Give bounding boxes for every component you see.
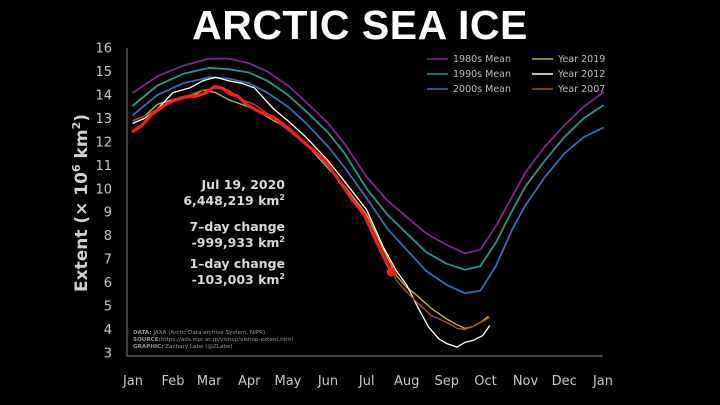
credit-data: DATA: JAXA (Arctic Data archive System, … [133, 330, 265, 336]
annotation-extent: 6,448,219 km2 [183, 193, 285, 208]
y-tick-label: 15 [95, 65, 112, 80]
annotation-7day-sup: 2 [279, 235, 285, 244]
x-tick-label: Feb [162, 374, 185, 389]
series-line-year-2019 [132, 89, 489, 330]
credit-source-label: SOURCE: [133, 337, 161, 343]
y-tick-label: 16 [95, 42, 112, 57]
annotation-1day-sup: 2 [279, 272, 285, 281]
annotation-1day: -103,003 km2 [192, 272, 285, 287]
legend-label-1990s-mean: 1990s Mean [453, 69, 511, 80]
x-tick-label: Nov [513, 374, 539, 389]
x-tick-label: Sep [435, 374, 460, 389]
y-tick-label: 14 [95, 88, 112, 103]
x-tick-label: Jan [122, 374, 143, 389]
y-axis-label-text: Extent (× 10 [72, 172, 92, 292]
y-axis-label: Extent (× 106 km2) [70, 114, 92, 292]
legend-label-year-2012: Year 2012 [557, 69, 605, 80]
annotation-7day-value: -999,933 km [192, 235, 280, 250]
x-tick-label: Oct [474, 374, 496, 389]
y-axis-label-close: ) [72, 114, 92, 122]
annotation-1day-value: -103,003 km [192, 272, 280, 287]
x-tick-label: Dec [552, 374, 577, 389]
x-tick-label: Apr [238, 374, 261, 389]
series-line-year-2007 [132, 87, 491, 331]
current-value-marker [386, 267, 396, 277]
axes [126, 48, 603, 357]
x-tick-labels: Jan Feb Mar Apr May Jun Jul Aug Sep Oct Nov Dec Jan [122, 374, 613, 389]
y-axis-label-sup2: 2 [70, 122, 83, 130]
y-tick-label: 11 [95, 159, 112, 174]
x-tick-label: Jul [358, 374, 375, 389]
x-tick-label: Jan [592, 374, 613, 389]
y-tick-label: 9 [104, 206, 112, 221]
credit-data-label: DATA: [133, 330, 152, 336]
annotation-date: Jul 19, 2020 [201, 177, 286, 192]
credit-graphic-text: Zachary Labe (@ZLabe) [165, 344, 232, 350]
y-tick-label: 3 [104, 347, 112, 362]
y-tick-label: 5 [104, 300, 112, 315]
annotation: Jul 19, 2020 6,448,219 km2 7–day change … [183, 177, 285, 287]
annotation-extent-value: 6,448,219 km [183, 193, 279, 208]
y-tick-labels: 3 4 5 6 7 8 9 10 11 12 13 14 15 16 [95, 42, 112, 362]
credit-source: SOURCE:https://ads.nipr.ac.jp/vishop/vis… [133, 337, 293, 343]
y-axis-label-sup: 6 [70, 164, 83, 172]
legend-label-2000s-mean: 2000s Mean [453, 84, 511, 95]
y-tick-label: 13 [95, 112, 112, 127]
legend: 1980s Mean Year 2019 1990s Mean Year 2012 20… [427, 54, 605, 95]
annotation-7day: -999,933 km2 [192, 235, 285, 250]
legend-label-year-2007: Year 2007 [557, 84, 605, 95]
y-tick-label: 12 [95, 135, 112, 150]
y-axis-label-unit: km [72, 129, 92, 164]
series-line-year-2012 [132, 76, 491, 348]
credit-data-text: JAXA (Arctic Data archive System, NIPR) [152, 330, 265, 336]
y-tick-label: 10 [95, 182, 112, 197]
series-line-1980s-mean [132, 57, 604, 255]
x-tick-label: Aug [394, 374, 419, 389]
credit-source-text: https://ads.nipr.ac.jp/vishop/vishop-ext… [161, 337, 294, 343]
series-lines [131, 57, 604, 348]
annotation-1day-label: 1–day change [189, 256, 285, 271]
credit-graphic: GRAPHIC: Zachary Labe (@ZLabe) [133, 344, 233, 350]
legend-label-1980s-mean: 1980s Mean [453, 54, 511, 65]
series-line-2000s-mean [132, 76, 604, 295]
credits: DATA: JAXA (Arctic Data archive System, … [133, 330, 293, 350]
annotation-7day-label: 7–day change [189, 219, 285, 234]
y-tick-label: 7 [104, 253, 112, 268]
series-line-year-2020 [131, 85, 393, 274]
x-tick-label: Jun [317, 374, 338, 389]
y-tick-label: 6 [104, 276, 112, 291]
y-tick-label: 8 [104, 229, 112, 244]
legend-label-year-2019: Year 2019 [557, 54, 605, 65]
x-tick-label: May [274, 374, 301, 389]
x-tick-label: Mar [197, 374, 222, 389]
series-line-1990s-mean [132, 67, 604, 271]
annotation-extent-sup: 2 [279, 193, 285, 202]
credit-graphic-label: GRAPHIC: [133, 344, 163, 350]
y-tick-label: 4 [104, 323, 112, 338]
chart-title: ARCTIC SEA ICE [192, 2, 528, 48]
